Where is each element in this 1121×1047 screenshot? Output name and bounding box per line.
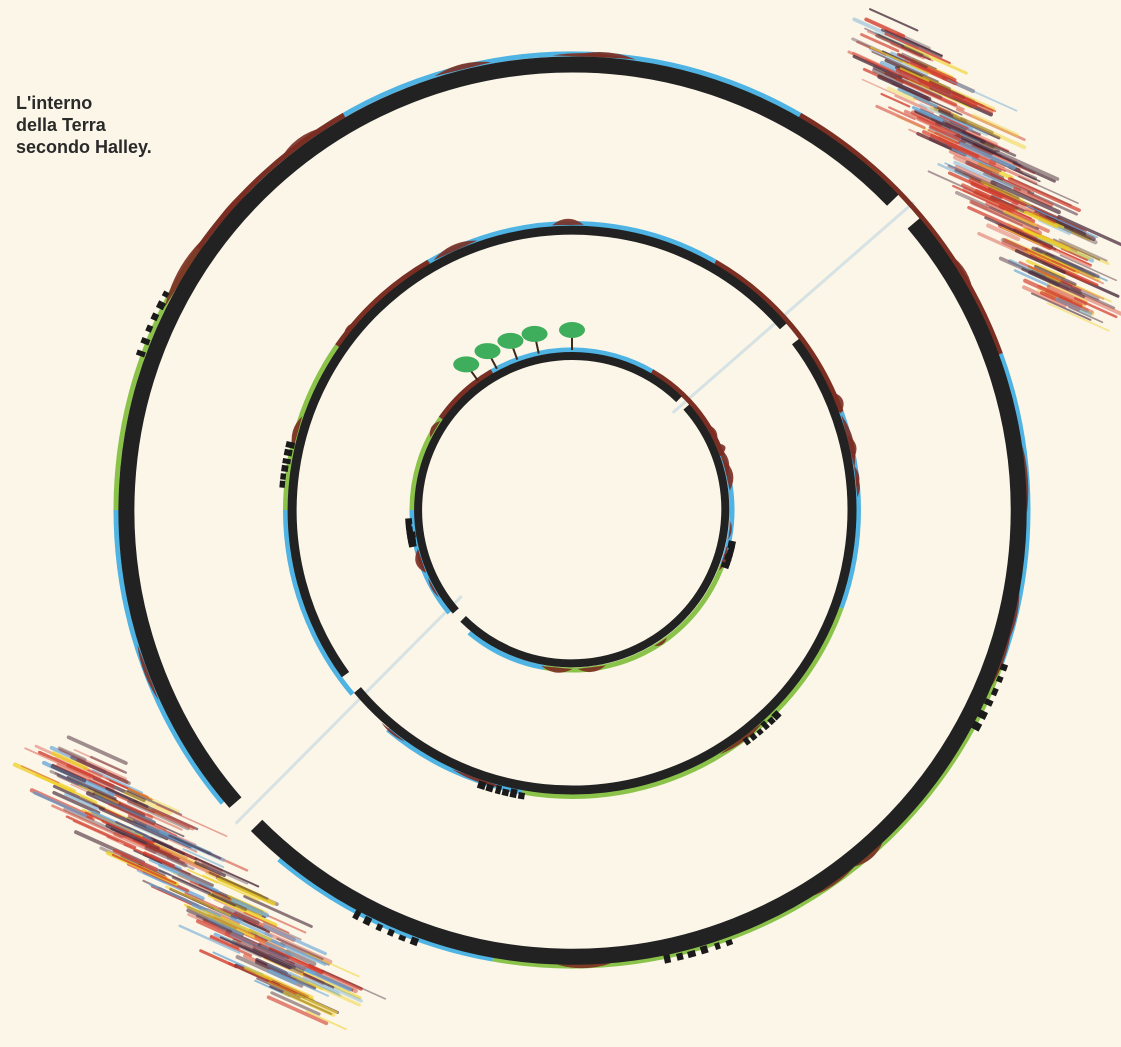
inner-shell-mountains xyxy=(415,421,733,673)
building xyxy=(280,473,286,480)
tree-icon xyxy=(522,326,548,342)
aurora-layer xyxy=(15,9,1121,1029)
mountain xyxy=(552,219,584,225)
aurora-streak xyxy=(269,997,327,1023)
middle-shell xyxy=(279,219,859,800)
tree-icon xyxy=(559,322,585,338)
shell-layer xyxy=(116,52,1028,968)
middle-shell-ring-b xyxy=(292,230,783,674)
aurora-streak xyxy=(307,1011,346,1029)
tree-icon xyxy=(474,343,500,359)
building xyxy=(405,518,412,524)
inner-shell xyxy=(405,350,736,673)
building xyxy=(281,465,289,472)
inner-shell-ring-b xyxy=(418,356,679,611)
outer-shell xyxy=(116,52,1028,968)
aurora-streak xyxy=(870,9,917,30)
building xyxy=(279,481,285,488)
tree-icon xyxy=(453,356,479,372)
polar-beam xyxy=(236,596,462,824)
outer-shell-ring-b xyxy=(126,64,892,802)
outer-shell-ring-a xyxy=(257,223,1019,956)
polar-beam xyxy=(673,202,914,413)
tree-icon xyxy=(497,333,523,349)
aurora-north-east xyxy=(849,9,1121,331)
building xyxy=(518,792,525,800)
